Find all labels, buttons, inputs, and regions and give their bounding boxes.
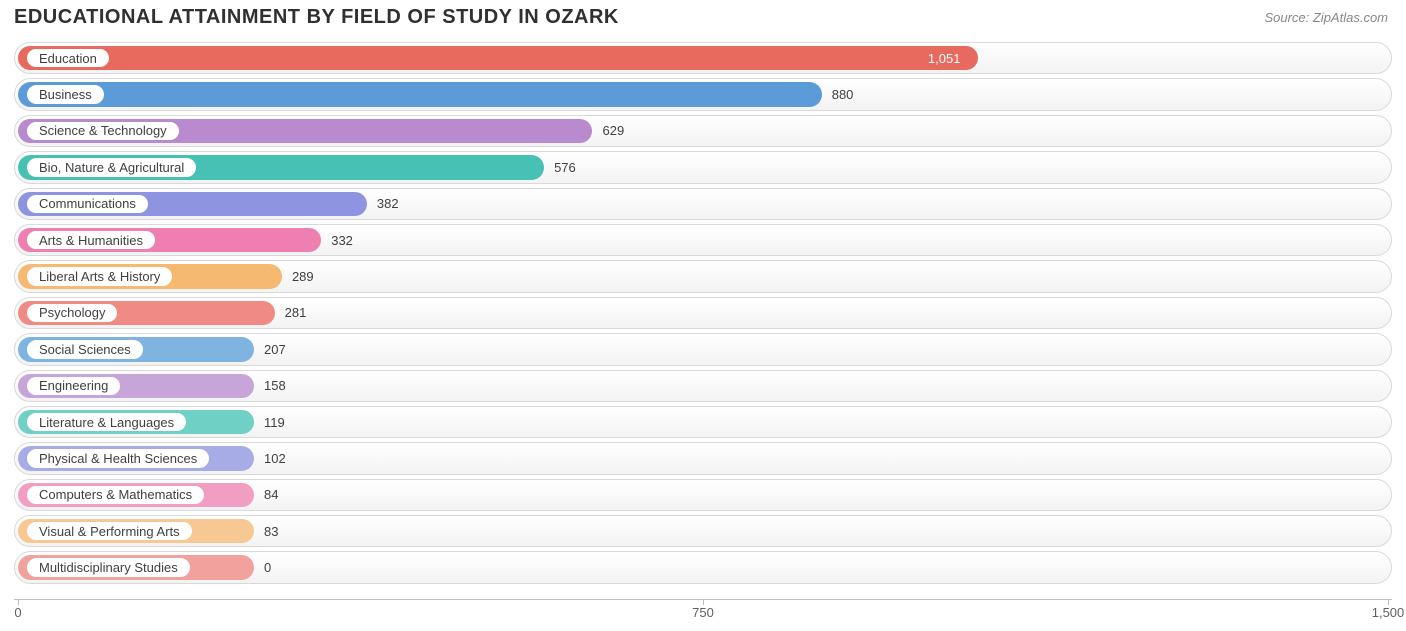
bar-row: Communications 382 [14,186,1392,222]
category-pill: Liberal Arts & History [26,266,173,286]
value-label: 83 [264,513,278,549]
category-pill: Communications [26,194,149,214]
value-label: 102 [264,440,286,476]
x-axis: 07501,500 [14,599,1392,623]
bar-row: Physical & Health Sciences 102 [14,440,1392,476]
value-label: 576 [554,149,576,185]
bar-row: Social Sciences 207 [14,331,1392,367]
bar-row: Science & Technology 629 [14,113,1392,149]
bar-row: Multidisciplinary Studies 0 [14,549,1392,585]
x-tick-label: 1,500 [1372,605,1405,620]
x-tick-label: 0 [14,605,21,620]
source-attribution: Source: ZipAtlas.com [1264,10,1388,25]
bar-row: Computers & Mathematics 84 [14,477,1392,513]
bar-row: Engineering 158 [14,368,1392,404]
category-pill: Literature & Languages [26,412,187,432]
category-pill: Visual & Performing Arts [26,521,193,541]
bar-row: Education 1,051 [14,40,1392,76]
bar-row: Bio, Nature & Agricultural 576 [14,149,1392,185]
value-label: 332 [331,222,353,258]
x-tick-label: 750 [692,605,714,620]
category-pill: Psychology [26,303,118,323]
category-pill: Arts & Humanities [26,230,156,250]
category-pill: Business [26,84,105,104]
category-pill: Multidisciplinary Studies [26,557,191,577]
bar-row: Literature & Languages 119 [14,404,1392,440]
bar-fill [18,82,822,106]
value-label: 207 [264,331,286,367]
chart-title: EDUCATIONAL ATTAINMENT BY FIELD OF STUDY… [14,6,619,29]
value-label: 281 [285,295,307,331]
bar-row: Arts & Humanities 332 [14,222,1392,258]
category-pill: Physical & Health Sciences [26,448,210,468]
value-label: 119 [264,404,285,440]
category-pill: Science & Technology [26,121,180,141]
bar-row: Business 880 [14,76,1392,112]
category-pill: Education [26,48,110,68]
value-label: 84 [264,477,278,513]
value-label: 382 [377,186,399,222]
value-label: 880 [832,76,854,112]
category-pill: Bio, Nature & Agricultural [26,157,197,177]
value-label: 289 [292,258,314,294]
category-pill: Computers & Mathematics [26,485,205,505]
value-label: 158 [264,368,286,404]
category-pill: Engineering [26,376,121,396]
category-pill: Social Sciences [26,339,144,359]
bar-row: Visual & Performing Arts 83 [14,513,1392,549]
bar-row: Liberal Arts & History 289 [14,258,1392,294]
value-label: 629 [602,113,624,149]
bar-fill [18,46,978,70]
bar-row: Psychology 281 [14,295,1392,331]
value-label: 1,051 [928,40,961,76]
chart-plot-area: Education1,051Business880Science & Techn… [14,40,1392,597]
value-label: 0 [264,549,271,585]
